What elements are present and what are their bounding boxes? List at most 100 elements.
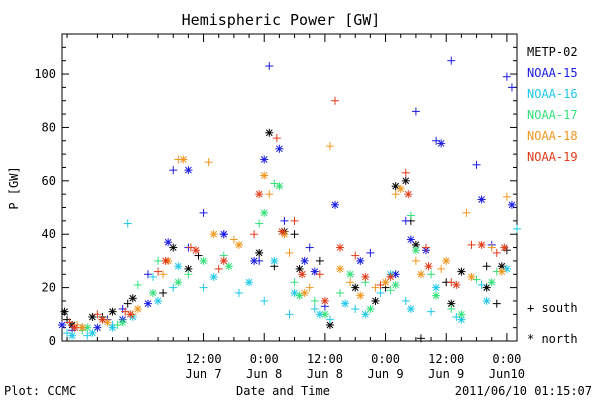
south-point <box>447 304 456 313</box>
north-point <box>432 283 441 292</box>
north-point <box>88 328 97 337</box>
south-point <box>427 270 436 279</box>
north-point <box>437 139 446 148</box>
north-point <box>260 171 269 180</box>
north-point <box>260 155 269 164</box>
north-point-d2 <box>250 257 258 265</box>
south-point <box>351 304 360 313</box>
north-point <box>199 256 208 265</box>
north-point <box>416 270 425 279</box>
north-point <box>356 291 365 300</box>
north-point <box>149 288 157 297</box>
north-point-d2 <box>498 262 506 270</box>
south-point <box>366 248 375 257</box>
north-point <box>325 320 334 329</box>
south-point <box>310 304 319 313</box>
north-point-d2 <box>99 316 106 323</box>
south-point <box>290 278 299 287</box>
south-point <box>401 296 410 305</box>
north-point <box>467 272 476 281</box>
north-point <box>320 310 329 319</box>
north-point <box>154 296 163 305</box>
north-point-d2 <box>185 166 192 174</box>
south-point <box>305 283 314 292</box>
south-point <box>199 283 208 292</box>
north-point <box>396 184 405 193</box>
north-point <box>356 256 365 265</box>
south-point <box>214 264 223 273</box>
south-point <box>65 318 74 327</box>
south-point <box>482 262 491 271</box>
north-point-d2 <box>432 284 440 291</box>
south-point <box>149 272 157 281</box>
north-point <box>143 299 152 308</box>
north-point-d2 <box>210 273 218 281</box>
north-point <box>346 270 355 279</box>
north-point <box>179 155 188 164</box>
north-point <box>457 267 466 276</box>
north-point-d2 <box>245 278 253 286</box>
north-point-d2 <box>501 244 508 251</box>
legend-entry: METP-02 <box>527 45 578 59</box>
legend: METP-02 NOAA-15 NOAA-16 NOAA-17 NOAA-18 NOAA-… <box>527 45 578 346</box>
south-point <box>315 256 324 265</box>
north-point <box>320 296 329 305</box>
north-point <box>500 243 509 252</box>
legend-entry: NOAA-19 <box>527 150 578 164</box>
north-point <box>219 230 228 239</box>
x-tick-date: Jun 9 <box>428 367 464 381</box>
north-point <box>60 307 69 316</box>
north-point-d2 <box>392 182 400 190</box>
north-point-d2 <box>149 289 157 297</box>
north-point-d2 <box>311 268 319 275</box>
legend-north-marker: * north <box>527 332 578 346</box>
south-point <box>502 72 511 81</box>
north-point-d2 <box>478 196 485 203</box>
north-point-d2 <box>255 190 263 198</box>
north-point <box>391 182 400 191</box>
north-point <box>161 256 170 265</box>
north-point-d2 <box>331 201 339 209</box>
south-point <box>331 96 339 105</box>
y-tick-label: 40 <box>42 227 56 241</box>
y-tick-label: 20 <box>42 281 56 295</box>
x-tick-time: 12:00 <box>185 352 221 366</box>
y-tick-label: 80 <box>42 120 56 134</box>
south-point <box>346 278 355 287</box>
north-point-d2 <box>119 318 127 326</box>
north-point-d2 <box>129 294 137 302</box>
north-point <box>164 238 173 247</box>
plot-source: Plot: CCMC <box>4 384 76 398</box>
north-point <box>260 208 269 217</box>
north-point <box>361 310 370 319</box>
north-point <box>452 280 461 289</box>
south-point <box>285 248 294 257</box>
north-point-d2 <box>210 230 218 238</box>
north-point <box>191 246 200 255</box>
north-point <box>93 323 102 332</box>
north-point <box>209 230 218 239</box>
north-point <box>386 272 395 281</box>
south-point <box>376 280 385 289</box>
north-point-d2 <box>382 278 389 286</box>
south-point <box>492 299 501 308</box>
north-point <box>336 264 345 273</box>
north-point-d2 <box>126 310 134 318</box>
north-point-d2 <box>478 241 485 249</box>
south-point <box>169 166 178 175</box>
north-point <box>442 256 451 265</box>
north-point-d2 <box>392 270 400 278</box>
south-point <box>492 248 501 257</box>
north-point-d2 <box>144 300 152 307</box>
south-point <box>467 240 476 249</box>
north-point <box>224 262 233 271</box>
north-point-d2 <box>88 313 96 321</box>
north-point-d2 <box>58 321 66 329</box>
north-point <box>174 278 183 287</box>
north-point-d2 <box>298 270 306 278</box>
north-point-d2 <box>346 270 354 278</box>
north-point-d2 <box>134 305 142 313</box>
north-point <box>78 323 87 332</box>
south-point <box>315 270 324 279</box>
north-point <box>351 283 360 292</box>
